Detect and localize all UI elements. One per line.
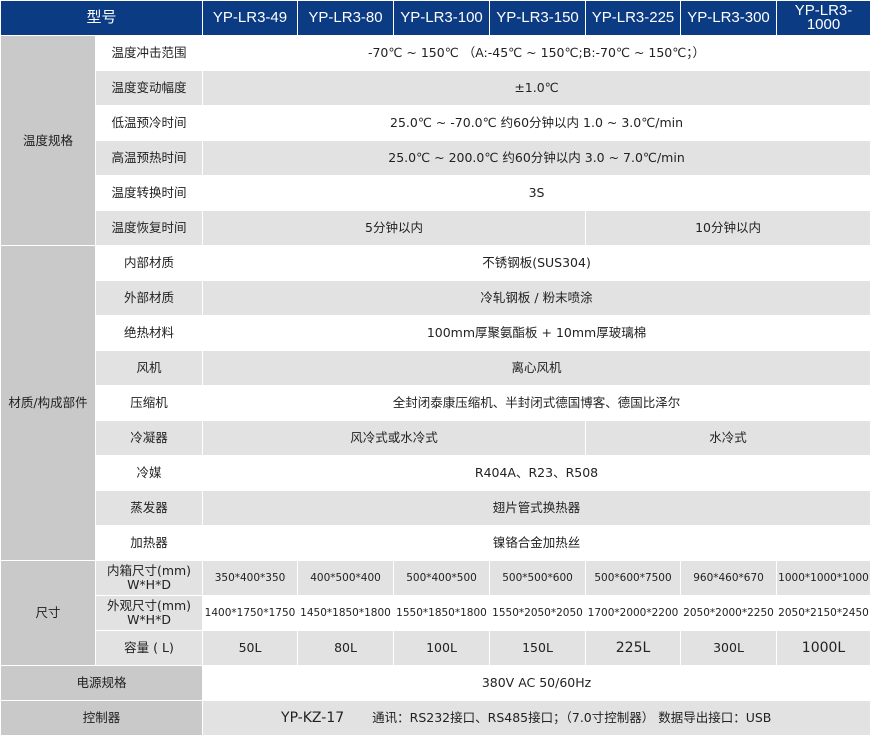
controller-detail: 通讯：RS232接口、RS485接口；（7.0寸控制器） 数据导出接口：USB [372,710,772,725]
row-label: 温度恢复时间 [94,210,204,246]
row-label: 温度转换时间 [94,175,204,211]
row-label: 蒸发器 [94,490,204,526]
row-value: -70℃ ~ 150℃ （A:-45℃ ~ 150℃;B:-70℃ ~ 150℃… [202,35,870,71]
row-value: 冷轧钢板 / 粉末喷涂 [202,280,870,316]
row-value: 水冷式 [585,420,870,456]
row-label: 温度冲击范围 [94,35,204,71]
inner-size-unit: W*H*D [127,577,171,592]
outer-size: 1450*1850*1800 [297,595,395,631]
model-col: YP-LR3-300 [680,0,778,36]
inner-size: 400*500*400 [297,560,395,596]
inner-size: 500*600*7500 [585,560,682,596]
row-label: 外观尺寸(mm) W*H*D [94,595,204,631]
outer-size-label: 外观尺寸(mm) [106,598,192,613]
controller-model: YP-KZ-17 [281,710,345,726]
model-col: YP-LR3-100 [393,0,491,36]
outer-size-unit: W*H*D [127,612,171,627]
row-value: 10分钟以内 [585,210,870,246]
inner-size: 500*400*500 [393,560,491,596]
row-label: 高温预热时间 [94,140,204,176]
outer-size: 2050*2000*2250 [680,595,778,631]
model-col: YP-LR3- 1000 [776,0,870,36]
outer-size: 1550*2050*2050 [489,595,587,631]
row-label: 低温预冷时间 [94,105,204,141]
row-value: 风冷式或水冷式 [202,420,587,456]
row-value: 100mm厚聚氨酯板 + 10mm厚玻璃棉 [202,315,870,351]
row-value: 25.0℃ ~ 200.0℃ 约60分钟以内 3.0 ~ 7.0℃/min [202,140,870,176]
row-value: 离心风机 [202,350,870,386]
row-value: 全封闭泰康压缩机、半封闭式德国博客、德国比泽尔 [202,385,870,421]
inner-size: 350*400*350 [202,560,299,596]
row-label: 风机 [94,350,204,386]
row-label: 外部材质 [94,280,204,316]
model-col: YP-LR3-225 [585,0,682,36]
category-temperature: 温度规格 [0,35,96,246]
row-value: 5分钟以内 [202,210,587,246]
row-label: 内部材质 [94,245,204,281]
model-header: 型号 [0,0,204,36]
power-value: 380V AC 50/60Hz [202,665,870,701]
row-value: 3S [202,175,870,211]
capacity: 50L [202,630,299,666]
header-row: 型号 YP-LR3-49 YP-LR3-80 YP-LR3-100 YP-LR3… [0,0,870,36]
inner-size: 1000*1000*1000 [776,560,870,596]
row-label: 冷凝器 [94,420,204,456]
outer-size: 2050*2150*2450 [776,595,870,631]
model-col: YP-LR3-150 [489,0,587,36]
controller-label: 控制器 [0,700,204,736]
controller-value: YP-KZ-17 通讯：RS232接口、RS485接口；（7.0寸控制器） 数据导… [202,700,870,736]
row-label: 加热器 [94,525,204,561]
row-value: 翅片管式换热器 [202,490,870,526]
capacity: 1000L [776,630,870,666]
outer-size: 1550*1850*1800 [393,595,491,631]
row-label: 压缩机 [94,385,204,421]
inner-size: 500*500*600 [489,560,587,596]
row-value: 25.0℃ ~ -70.0℃ 约60分钟以内 1.0 ~ 3.0℃/min [202,105,870,141]
capacity: 225L [585,630,682,666]
inner-size-label: 内箱尺寸(mm) [106,563,192,578]
row-label: 容量 ( L) [94,630,204,666]
capacity: 80L [297,630,395,666]
power-label: 电源规格 [0,665,204,701]
model-col: YP-LR3-80 [297,0,395,36]
outer-size: 1700*2000*2200 [585,595,682,631]
inner-size: 960*460*670 [680,560,778,596]
row-value: ±1.0℃ [202,70,870,106]
capacity: 150L [489,630,587,666]
category-materials: 材质/构成部件 [0,245,96,561]
row-value: R404A、R23、R508 [202,455,870,491]
outer-size: 1400*1750*1750 [202,595,299,631]
row-value: 镍铬合金加热丝 [202,525,870,561]
model-col: YP-LR3-49 [202,0,299,36]
capacity: 100L [393,630,491,666]
row-value: 不锈钢板(SUS304) [202,245,870,281]
capacity: 300L [680,630,778,666]
row-label: 内箱尺寸(mm) W*H*D [94,560,204,596]
row-label: 温度变动幅度 [94,70,204,106]
category-size: 尺寸 [0,560,96,666]
row-label: 绝热材料 [94,315,204,351]
row-label: 冷媒 [94,455,204,491]
